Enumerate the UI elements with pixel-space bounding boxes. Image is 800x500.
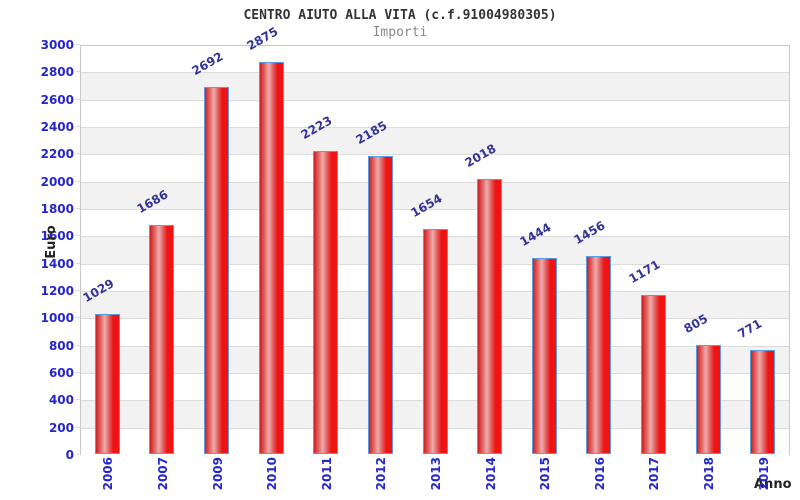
bar-2016: [586, 256, 612, 454]
y-tick-mark: [76, 235, 80, 237]
y-tick-label: 800: [48, 338, 74, 353]
bar-2012: [367, 156, 393, 454]
x-tick-label: 2012: [374, 457, 389, 491]
y-tick-label: 1000: [40, 311, 74, 326]
y-tick-mark: [76, 208, 80, 209]
y-tick-label: 1200: [40, 284, 74, 298]
chart-title: CENTRO AIUTO ALLA VITA (c.f.91004980305): [243, 8, 557, 23]
x-tick-label: 2016: [592, 457, 607, 491]
y-tick-mark: [76, 71, 80, 73]
chart-subtitle: Importi: [372, 25, 428, 40]
bar-2018: [695, 344, 721, 454]
x-tick-label: 2007: [155, 457, 170, 491]
x-tick-label: 2013: [429, 457, 443, 491]
y-tick-label: 400: [48, 393, 74, 408]
x-tick-label: 2018: [702, 457, 717, 491]
y-tick-mark: [76, 153, 80, 155]
y-tick-label: 0: [65, 448, 74, 462]
y-tick-mark: [76, 399, 80, 401]
x-tick-label: 2019: [756, 457, 771, 491]
plot-band: [81, 100, 789, 128]
plot-band: [81, 73, 789, 101]
y-tick-label: 1600: [40, 229, 74, 244]
bar-2007: [149, 224, 175, 454]
y-tick-mark: [76, 262, 80, 264]
bar-2009: [204, 87, 230, 454]
x-tick-label: 2011: [319, 457, 334, 491]
gridline: [81, 181, 789, 183]
plot-band: [81, 155, 789, 183]
y-tick-mark: [76, 454, 80, 455]
y-tick-mark: [76, 44, 80, 45]
bar-2019: [750, 349, 776, 454]
y-tick-mark: [76, 372, 80, 373]
bar-2014: [477, 179, 503, 454]
y-tick-label: 2200: [40, 147, 74, 162]
plot-band: [81, 46, 789, 74]
x-tick-label: 2009: [210, 457, 225, 491]
y-tick-mark: [76, 317, 80, 319]
gridline: [81, 154, 789, 156]
y-tick-label: 3000: [40, 38, 74, 52]
bar-2015: [531, 257, 557, 454]
plot-band: [81, 182, 789, 210]
x-tick-label: 2014: [483, 457, 498, 491]
y-tick-mark: [76, 290, 80, 291]
y-tick-mark: [76, 126, 80, 127]
x-axis-label: Anno: [754, 477, 792, 492]
y-tick-label: 2800: [40, 65, 74, 80]
x-tick-label: 2010: [265, 457, 280, 491]
y-tick-label: 200: [48, 420, 74, 435]
y-tick-mark: [76, 180, 80, 182]
y-tick-label: 2000: [40, 174, 74, 189]
bar-2010: [258, 62, 284, 454]
y-tick-mark: [76, 98, 80, 100]
bar-2013: [422, 228, 448, 454]
gridline: [81, 209, 789, 210]
y-tick-label: 600: [48, 366, 74, 380]
y-tick-mark: [76, 344, 80, 346]
x-tick-label: 2015: [538, 457, 553, 491]
y-tick-label: 1400: [40, 256, 74, 271]
plot-band: [81, 128, 789, 156]
y-tick-label: 2400: [40, 120, 74, 134]
gridline: [81, 72, 789, 74]
bar-2011: [313, 151, 339, 454]
gridline: [81, 99, 789, 101]
bar-2017: [640, 294, 666, 454]
bar-2006: [94, 314, 120, 454]
y-axis-label: Euro: [44, 225, 59, 259]
x-tick-label: 2006: [101, 457, 116, 491]
y-tick-label: 1800: [40, 202, 74, 216]
x-tick-label: 2017: [647, 457, 662, 491]
y-tick-label: 2600: [40, 92, 74, 107]
gridline: [81, 127, 789, 128]
y-tick-mark: [76, 426, 80, 428]
